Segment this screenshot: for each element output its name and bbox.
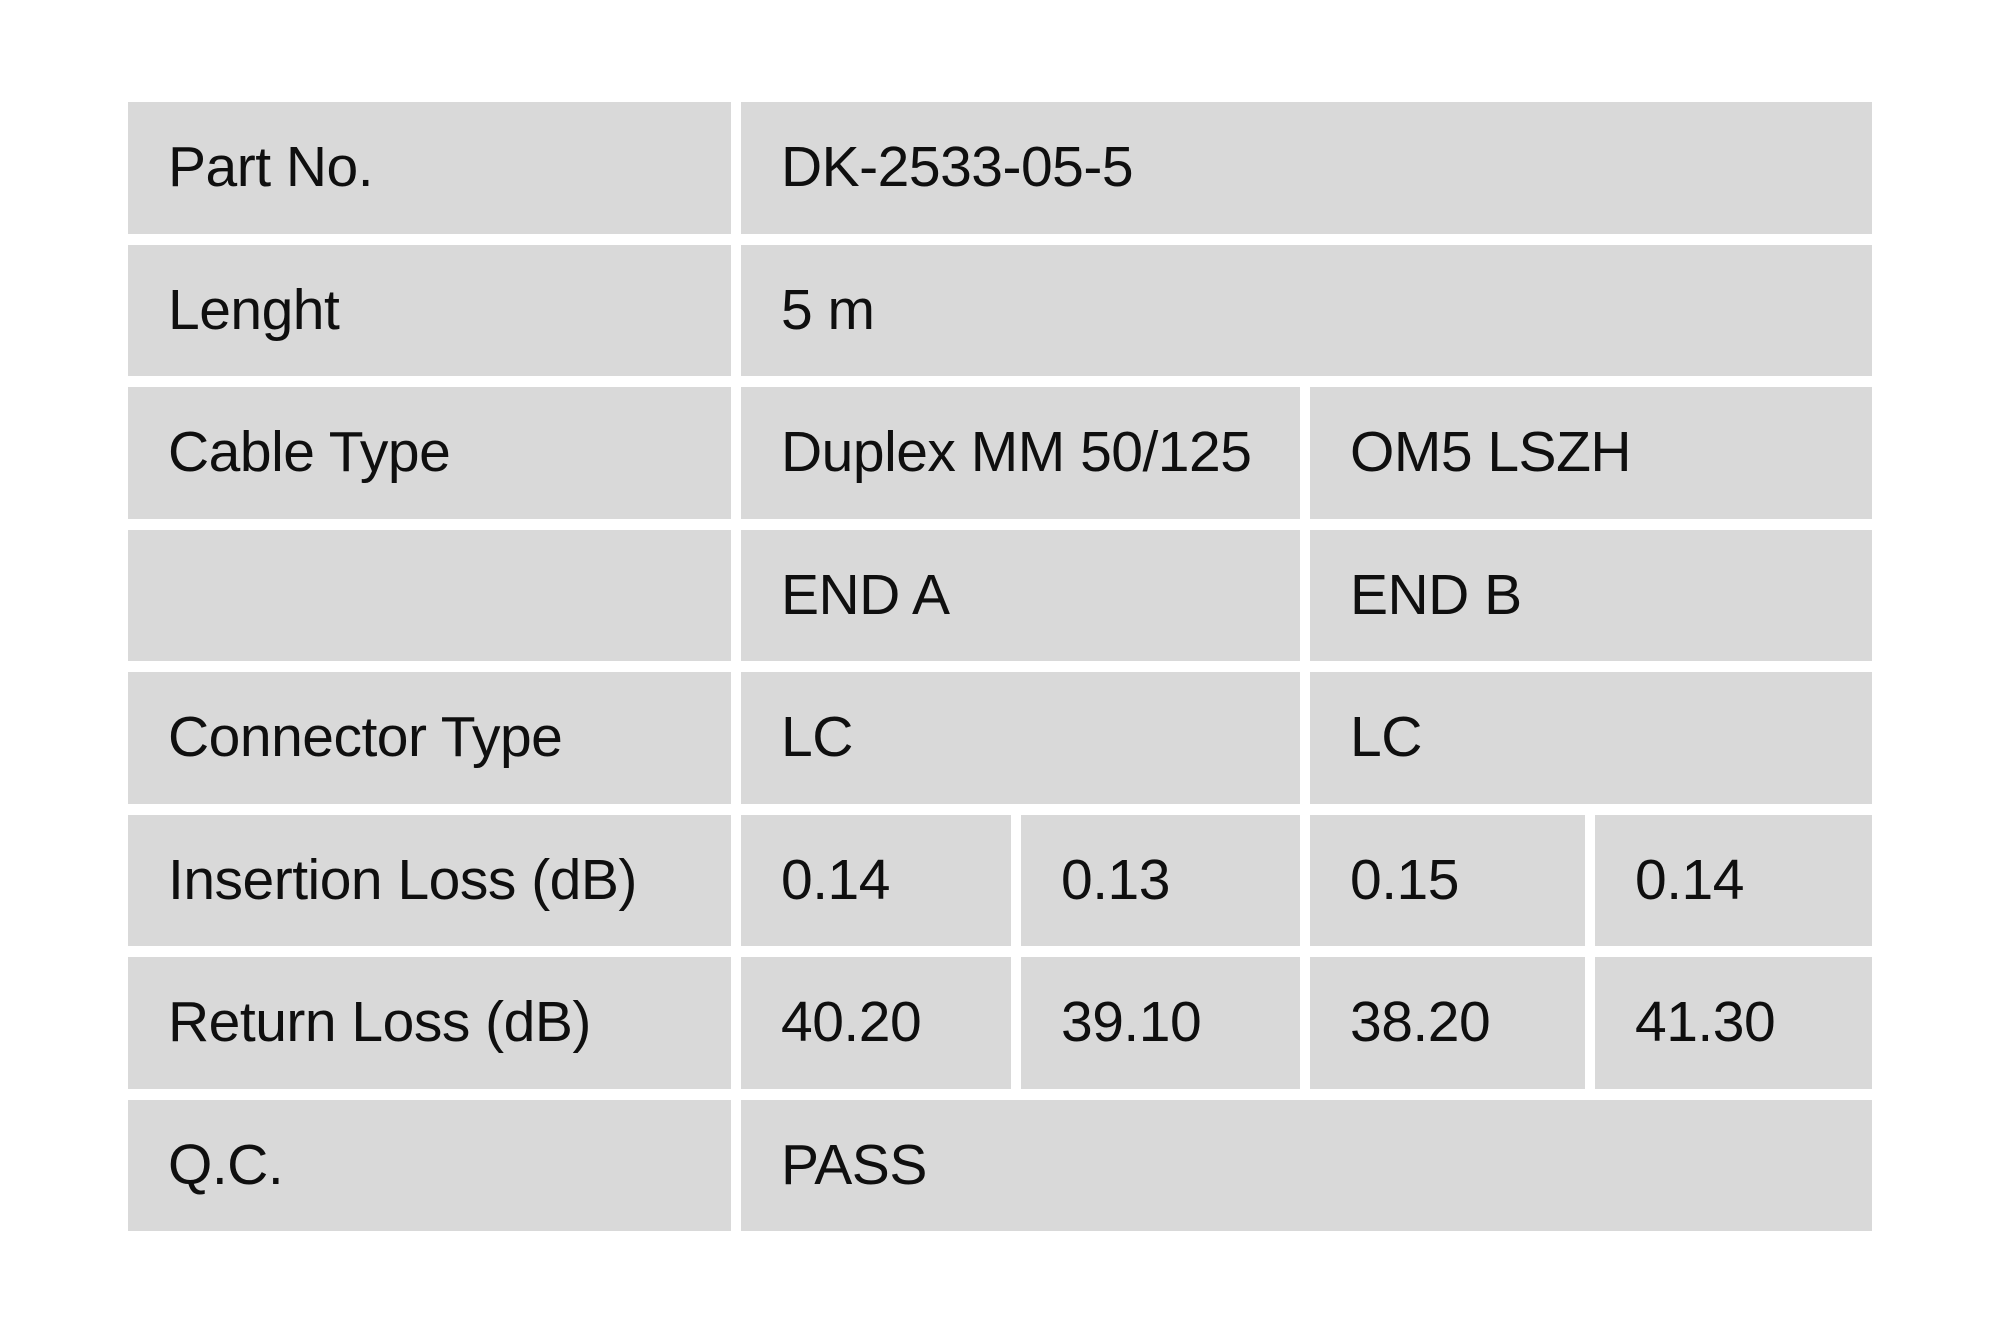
insertion-loss-value-cell: 0.14: [1595, 814, 1872, 946]
spec-table: Part No. DK-2533-05-5 Lenght 5 m Cable T…: [128, 102, 1872, 1231]
insertion-loss-value-cell: 0.15: [1310, 814, 1585, 946]
cable-type-value-b-cell: OM5 LSZH: [1310, 387, 1872, 519]
qc-value-cell: PASS: [741, 1099, 1872, 1231]
return-loss-label-cell: Return Loss (dB): [128, 957, 731, 1089]
length-value-cell: 5 m: [741, 244, 1872, 376]
insertion-loss-value-cell: 0.13: [1021, 814, 1300, 946]
part-no-label-cell: Part No.: [128, 102, 731, 234]
end-b-header-cell: END B: [1310, 529, 1872, 661]
connector-type-end-b-cell: LC: [1310, 672, 1872, 804]
cable-type-label-cell: Cable Type: [128, 387, 731, 519]
insertion-loss-label-cell: Insertion Loss (dB): [128, 814, 731, 946]
return-loss-value-cell: 41.30: [1595, 957, 1872, 1089]
end-a-header-cell: END A: [741, 529, 1300, 661]
length-label-cell: Lenght: [128, 244, 731, 376]
return-loss-value-cell: 38.20: [1310, 957, 1585, 1089]
qc-label-cell: Q.C.: [128, 1099, 731, 1231]
connector-type-end-a-cell: LC: [741, 672, 1300, 804]
part-no-value-cell: DK-2533-05-5: [741, 102, 1872, 234]
connector-type-label-cell: Connector Type: [128, 672, 731, 804]
return-loss-value-cell: 40.20: [741, 957, 1011, 1089]
cable-type-value-a-cell: Duplex MM 50/125: [741, 387, 1300, 519]
insertion-loss-value-cell: 0.14: [741, 814, 1011, 946]
return-loss-value-cell: 39.10: [1021, 957, 1300, 1089]
ends-empty-label-cell: [128, 529, 731, 661]
